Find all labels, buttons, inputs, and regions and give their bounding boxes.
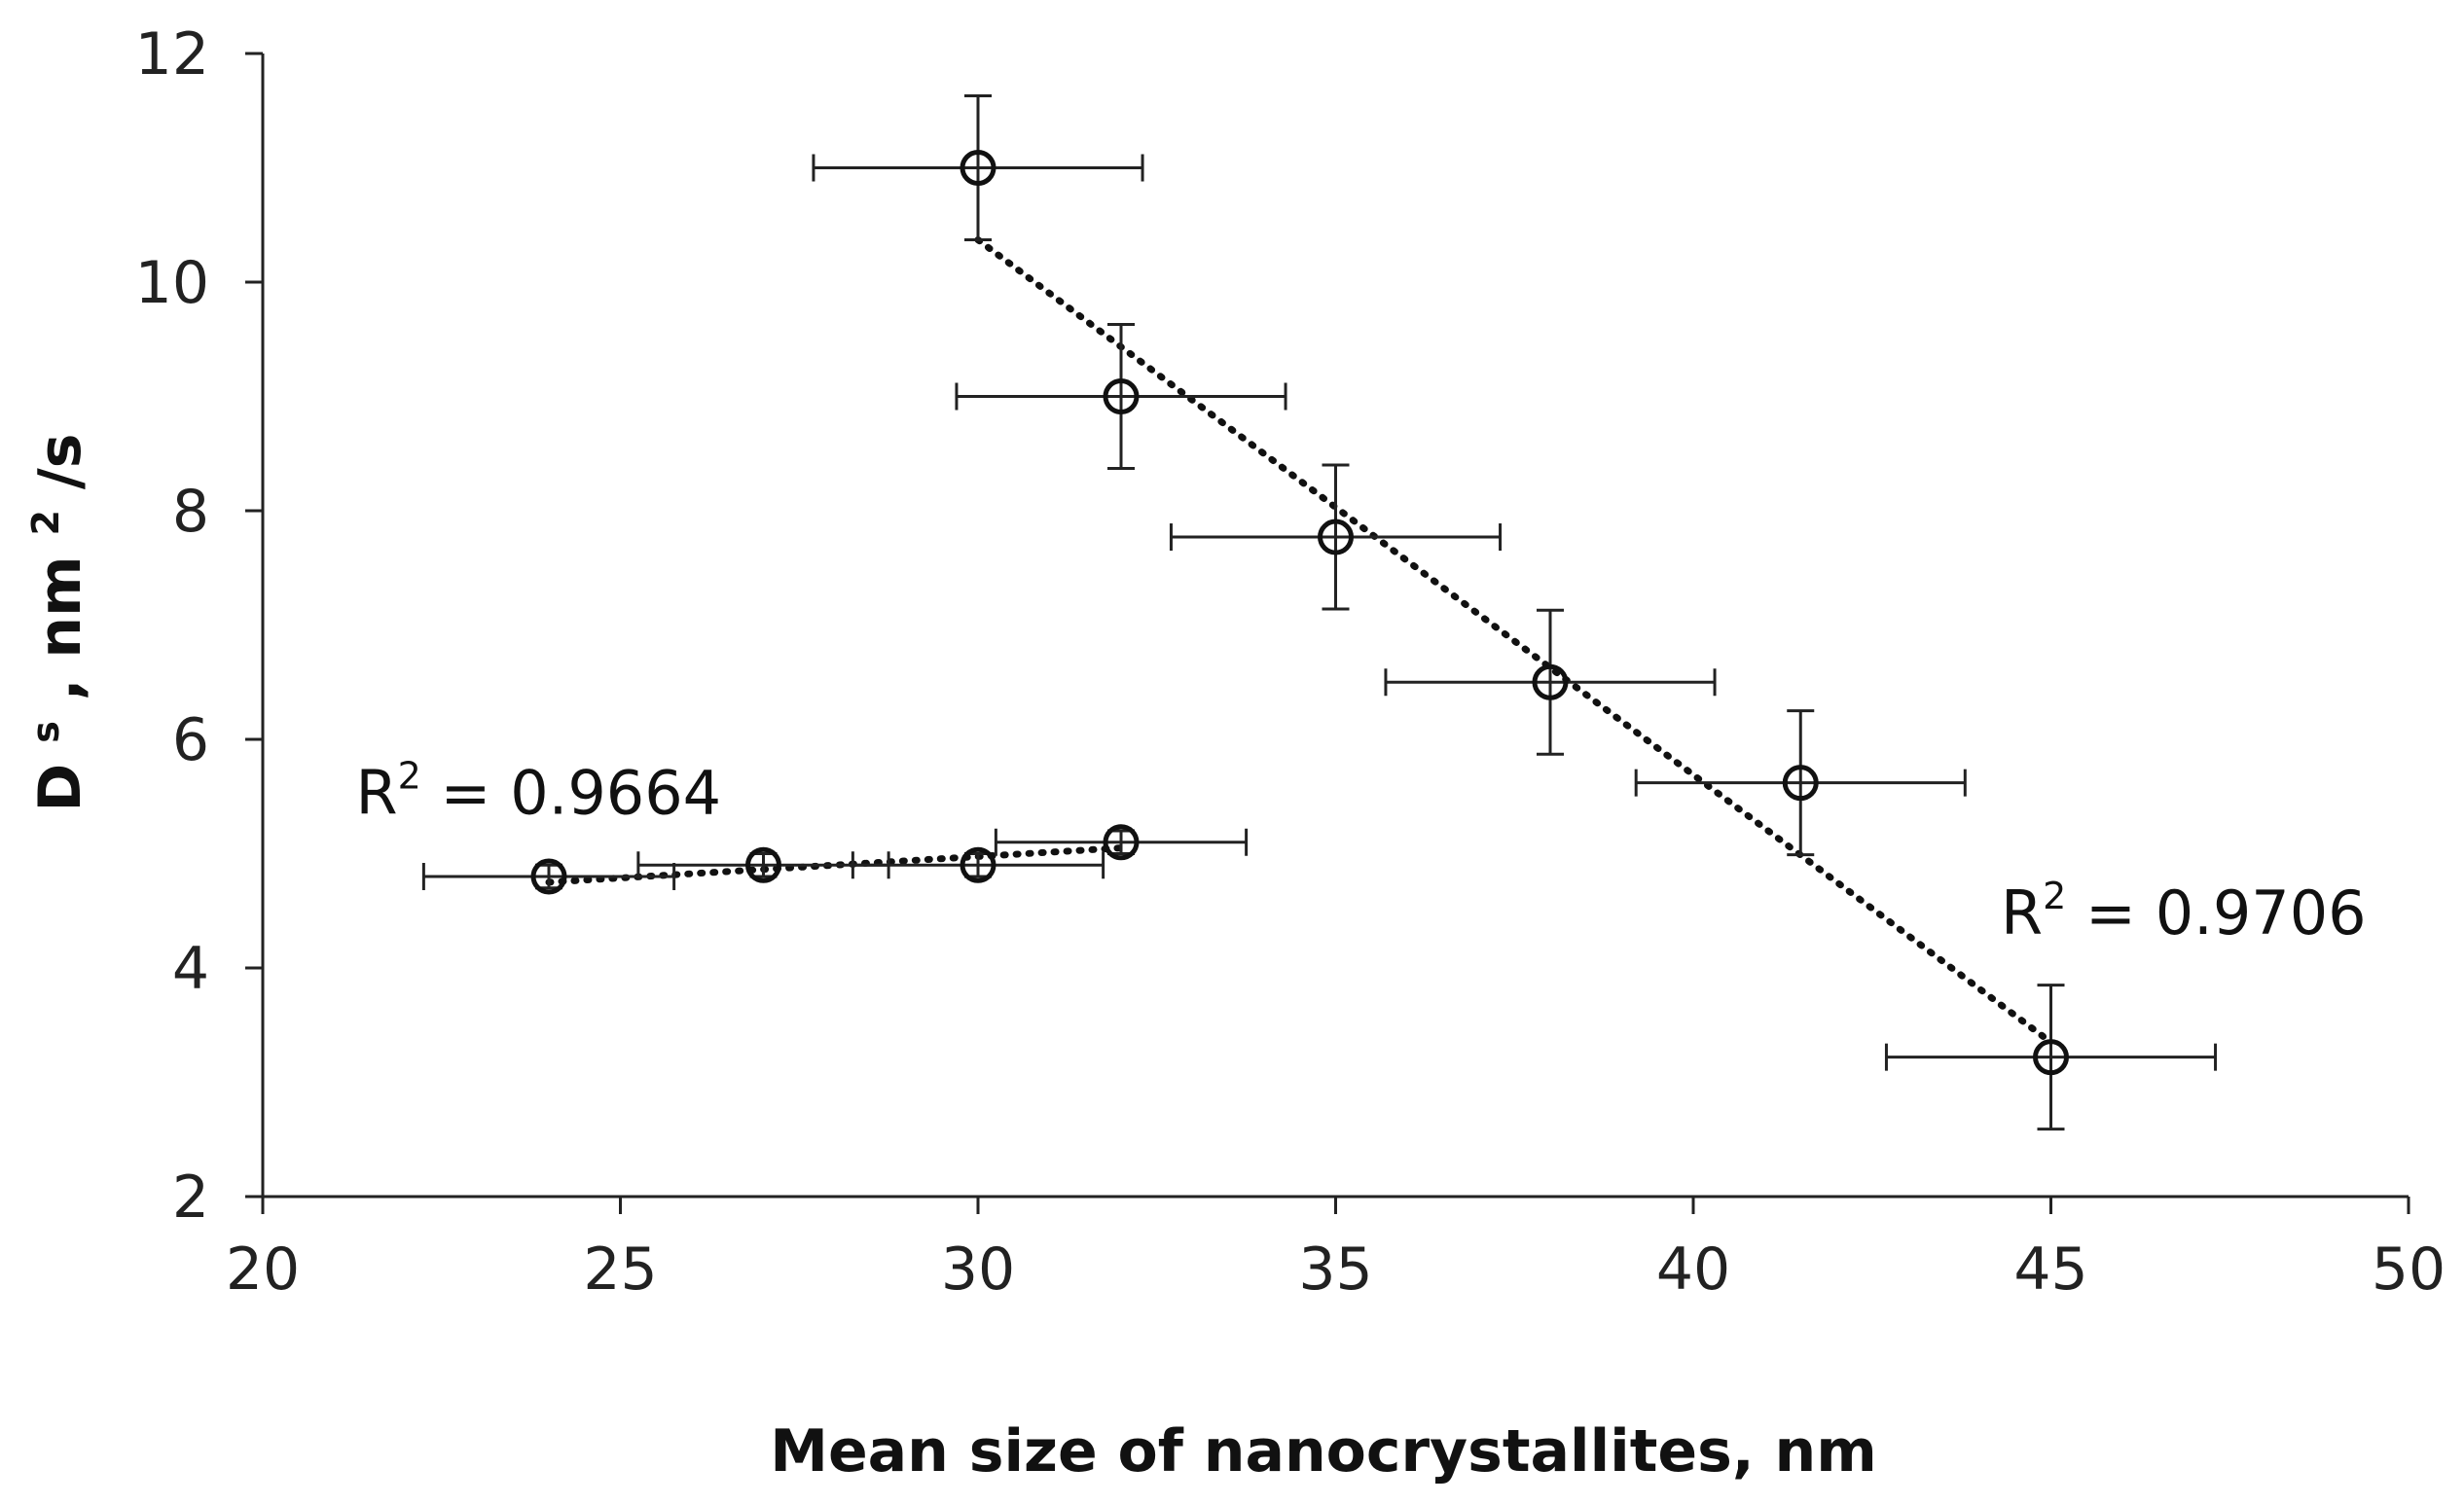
series-high bbox=[812, 93, 2218, 1131]
error-bars bbox=[812, 93, 1144, 242]
data-point bbox=[960, 150, 996, 186]
r2-prefix: R bbox=[356, 757, 398, 828]
series-low bbox=[421, 824, 1249, 895]
r2-prefix: R bbox=[2001, 877, 2043, 949]
series-low-trendline bbox=[545, 844, 1125, 886]
y-ticks: 2 4 6 8 10 12 bbox=[135, 20, 263, 1232]
y-title-mid: , nm bbox=[26, 555, 94, 700]
error-bars bbox=[1884, 984, 2218, 1131]
x-tick-label: 40 bbox=[1656, 1235, 1730, 1304]
series-high-trendline bbox=[974, 236, 2054, 1046]
data-marks bbox=[421, 93, 2218, 1131]
x-tick-label: 50 bbox=[2372, 1235, 2446, 1304]
x-tick-label: 30 bbox=[941, 1235, 1015, 1304]
y-axis-title: D s , nm 2 /s bbox=[5, 433, 94, 811]
r2-value: = 0.9664 bbox=[421, 757, 721, 828]
y-title-base: D bbox=[26, 764, 94, 812]
y-tick-label: 4 bbox=[172, 935, 209, 1003]
y-title-end: /s bbox=[26, 433, 94, 489]
x-tick-label: 20 bbox=[226, 1235, 300, 1304]
x-axis-title: Mean size of nanocrystallites, nm bbox=[770, 1417, 1876, 1486]
data-point bbox=[1532, 663, 1569, 700]
y-tick-label: 8 bbox=[172, 478, 209, 546]
y-tick-label: 10 bbox=[135, 249, 209, 317]
x-tick-label: 35 bbox=[1298, 1235, 1372, 1304]
y-tick-label: 6 bbox=[172, 706, 209, 774]
y-tick-label: 2 bbox=[172, 1164, 209, 1232]
error-bars bbox=[955, 322, 1287, 471]
data-point bbox=[1318, 519, 1354, 555]
x-tick-label: 45 bbox=[2013, 1235, 2087, 1304]
error-bars bbox=[851, 851, 1105, 879]
r2-sup: 2 bbox=[2043, 875, 2066, 917]
r2-sup: 2 bbox=[398, 754, 421, 797]
error-bars bbox=[1384, 608, 1717, 756]
data-point bbox=[745, 846, 781, 883]
error-bars bbox=[421, 863, 676, 890]
error-bars bbox=[994, 828, 1249, 856]
data-point bbox=[2033, 1039, 2069, 1076]
series-low-r2-label: R2 = 0.9664 bbox=[356, 754, 722, 828]
r2-value: = 0.9706 bbox=[2066, 877, 2366, 949]
error-bars bbox=[1634, 709, 1967, 857]
data-point bbox=[960, 846, 996, 883]
y-title-sup1: s bbox=[24, 721, 67, 743]
error-bars bbox=[1169, 463, 1503, 611]
data-point bbox=[1103, 824, 1140, 861]
data-point bbox=[1103, 378, 1140, 414]
data-point bbox=[530, 858, 567, 895]
x-ticks: 20 25 30 35 40 45 50 bbox=[226, 1197, 2446, 1304]
data-point bbox=[1782, 765, 1819, 802]
series-high-r2-label: R2 = 0.9706 bbox=[2001, 875, 2367, 949]
x-tick-label: 25 bbox=[583, 1235, 657, 1304]
y-tick-label: 12 bbox=[135, 20, 209, 89]
axes bbox=[261, 54, 2409, 1199]
y-title-sup2: 2 bbox=[24, 510, 67, 535]
